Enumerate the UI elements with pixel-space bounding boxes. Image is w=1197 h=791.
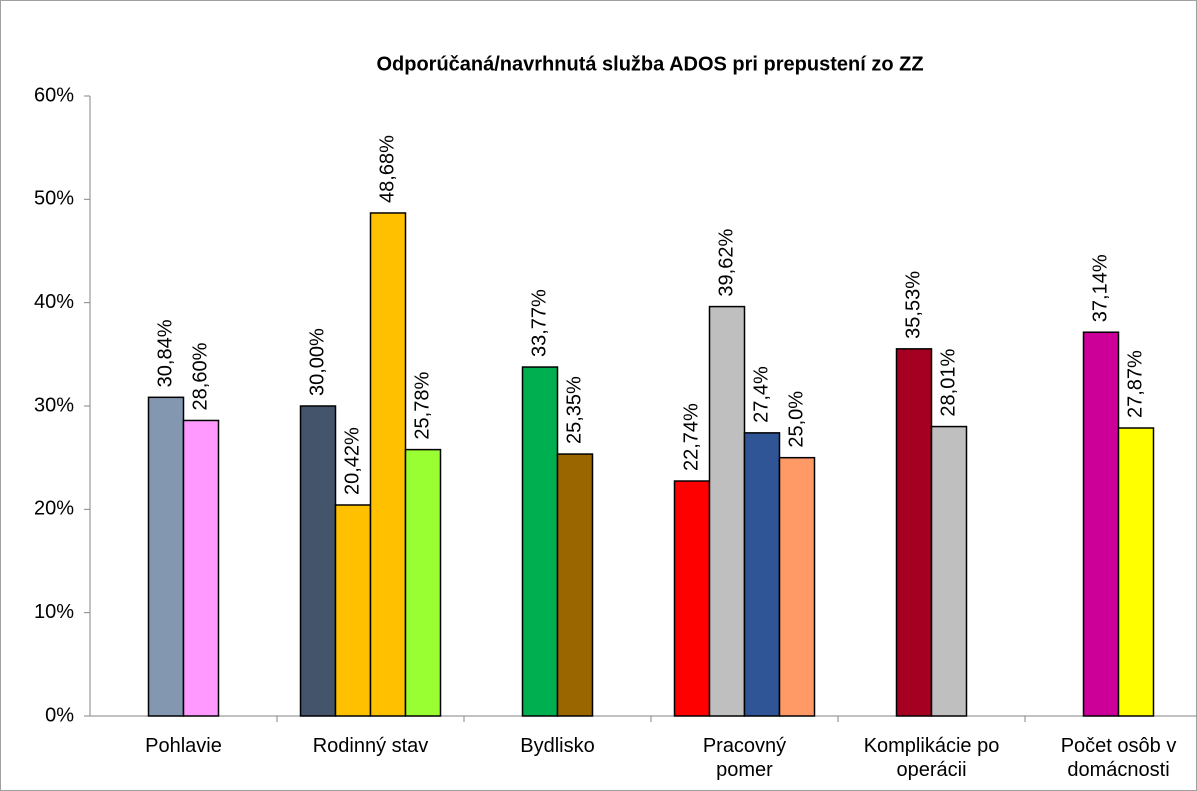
bar xyxy=(334,504,372,717)
bar xyxy=(743,432,781,717)
y-tick-label: 0% xyxy=(45,704,74,726)
y-tick-label: 10% xyxy=(34,601,74,623)
x-tick-label: Rodinný stav xyxy=(312,735,429,757)
value-label: 28,60% xyxy=(189,342,211,410)
x-tick-label: Komplikácie po operácii xyxy=(863,735,1000,781)
value-label: 33,77% xyxy=(528,289,550,357)
value-label: 25,0% xyxy=(785,391,807,448)
x-tick-label: Pracovný pomer xyxy=(702,735,787,781)
bar xyxy=(556,453,594,717)
y-tick-label: 40% xyxy=(34,291,74,313)
y-tick-label: 60% xyxy=(34,84,74,106)
x-tick-label: Bydlisko xyxy=(520,735,595,757)
bar xyxy=(895,348,933,717)
bar xyxy=(930,425,968,717)
value-label: 22,74% xyxy=(680,403,702,471)
bar xyxy=(1117,427,1155,717)
value-label: 48,68% xyxy=(376,135,398,203)
y-tick-label: 50% xyxy=(34,188,74,210)
value-label: 35,53% xyxy=(902,271,924,339)
value-label: 20,42% xyxy=(341,427,363,495)
value-label: 27,4% xyxy=(750,366,772,423)
value-label: 27,87% xyxy=(1124,350,1146,418)
chart-title: Odporúčaná/navrhnutá služba ADOS pri pre… xyxy=(376,53,923,75)
bar xyxy=(147,396,185,717)
value-label: 25,35% xyxy=(563,376,585,444)
y-tick-label: 30% xyxy=(34,394,74,416)
value-label: 30,84% xyxy=(154,319,176,387)
bar xyxy=(708,305,746,717)
bar xyxy=(404,448,442,717)
value-label: 30,00% xyxy=(306,328,328,396)
bar xyxy=(182,419,220,717)
value-label: 39,62% xyxy=(715,229,737,297)
bar xyxy=(369,212,407,717)
bar xyxy=(299,405,337,717)
x-tick-label: Počet osôb v domácnosti xyxy=(1060,735,1177,781)
bar xyxy=(778,456,816,717)
bar xyxy=(673,480,711,717)
y-tick-label: 20% xyxy=(34,498,74,520)
x-tick-label: Pohlavie xyxy=(145,735,222,757)
value-label: 25,78% xyxy=(411,372,433,440)
value-label: 37,14% xyxy=(1089,254,1111,322)
bar xyxy=(1082,331,1120,717)
value-label: 28,01% xyxy=(937,349,959,417)
bar xyxy=(521,366,559,717)
